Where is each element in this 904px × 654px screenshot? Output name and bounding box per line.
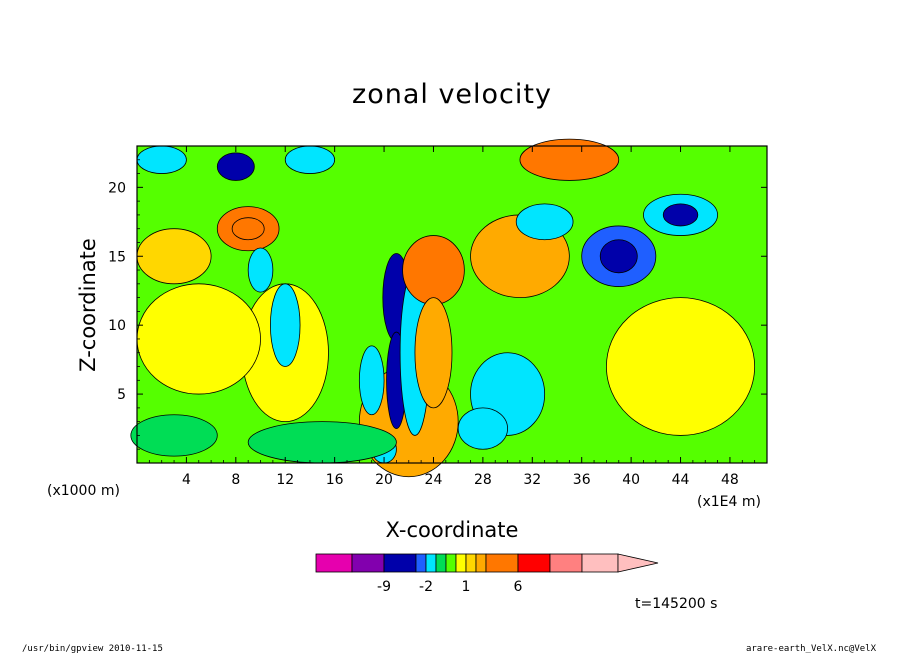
plot-frame <box>136 145 768 464</box>
colorbar-swatch <box>445 553 457 573</box>
contour-region <box>457 407 508 450</box>
plot-area <box>130 138 768 478</box>
colorbar-label: 1 <box>462 579 471 595</box>
chart-title: zonal velocity <box>352 79 552 110</box>
y-axis: 5 10 15 20 <box>108 159 767 450</box>
x-axis: 4 8 12 16 20 24 28 32 36 40 44 48 <box>148 146 756 488</box>
contour-region <box>247 247 274 293</box>
contour-region <box>136 145 187 174</box>
colorbar-label: -2 <box>419 579 433 595</box>
x-tick-label: 8 <box>231 472 240 488</box>
y-tick-label: 5 <box>117 387 126 403</box>
contour-region <box>599 239 638 274</box>
x-axis-title: X-coordinate <box>386 518 519 542</box>
x-tick-label: 12 <box>276 472 294 488</box>
footer-left: /usr/bin/gpview 2010-11-15 <box>22 644 163 654</box>
contour-region <box>606 297 756 436</box>
time-label: t=145200 s <box>635 596 717 612</box>
y-tick-label: 10 <box>108 318 126 334</box>
colorbar-swatch <box>455 553 467 573</box>
colorbar-swatch <box>475 553 487 573</box>
x-tick-label: 4 <box>182 472 191 488</box>
x-tick-label: 40 <box>622 472 640 488</box>
y-tick-label: 20 <box>108 180 126 196</box>
colorbar-swatch <box>465 553 477 573</box>
x-tick-label: 28 <box>474 472 492 488</box>
x-tick-label: 32 <box>523 472 541 488</box>
contour-region <box>270 283 301 367</box>
x-tick-label: 44 <box>672 472 690 488</box>
x-tick-label: 36 <box>573 472 591 488</box>
y-tick-label: 15 <box>108 249 126 265</box>
contour-region <box>402 235 465 305</box>
colorbar: -9 -2 1 6 <box>315 553 659 595</box>
x-tick-label: 20 <box>375 472 393 488</box>
colorbar-swatch <box>517 553 551 573</box>
colorbar-swatch <box>315 553 353 573</box>
contour-region <box>414 297 453 409</box>
contour-region <box>231 217 265 241</box>
colorbar-label: 6 <box>514 579 523 595</box>
contour-region <box>136 228 212 285</box>
contour-region <box>216 152 255 181</box>
colorbar-swatch <box>581 553 619 573</box>
contour-region <box>515 203 574 241</box>
contour-region <box>247 421 397 464</box>
colorbar-swatch <box>435 553 447 573</box>
colorbar-swatch <box>415 553 427 573</box>
y-axis-title: Z-coordinate <box>76 238 100 372</box>
contour-region <box>662 203 699 227</box>
colorbar-label: -9 <box>377 579 391 595</box>
colorbar-swatch <box>485 553 519 573</box>
x-tick-label: 48 <box>721 472 739 488</box>
colorbar-swatch <box>425 553 437 573</box>
contour-region <box>130 414 218 457</box>
x-unit-left: (x1000 m) <box>47 483 120 499</box>
contour-region <box>284 145 336 174</box>
colorbar-swatch <box>383 553 417 573</box>
colorbar-swatch <box>549 553 583 573</box>
contour-region <box>358 345 385 416</box>
x-unit-right: (x1E4 m) <box>697 494 761 510</box>
contour-region <box>519 138 620 181</box>
x-tick-label: 16 <box>326 472 344 488</box>
colorbar-swatch <box>351 553 385 573</box>
colorbar-overflow-arrow <box>617 553 659 573</box>
x-tick-label: 24 <box>425 472 443 488</box>
contour-region <box>136 283 261 395</box>
footer-right: arare-earth_VelX.nc@VelX <box>746 644 877 654</box>
